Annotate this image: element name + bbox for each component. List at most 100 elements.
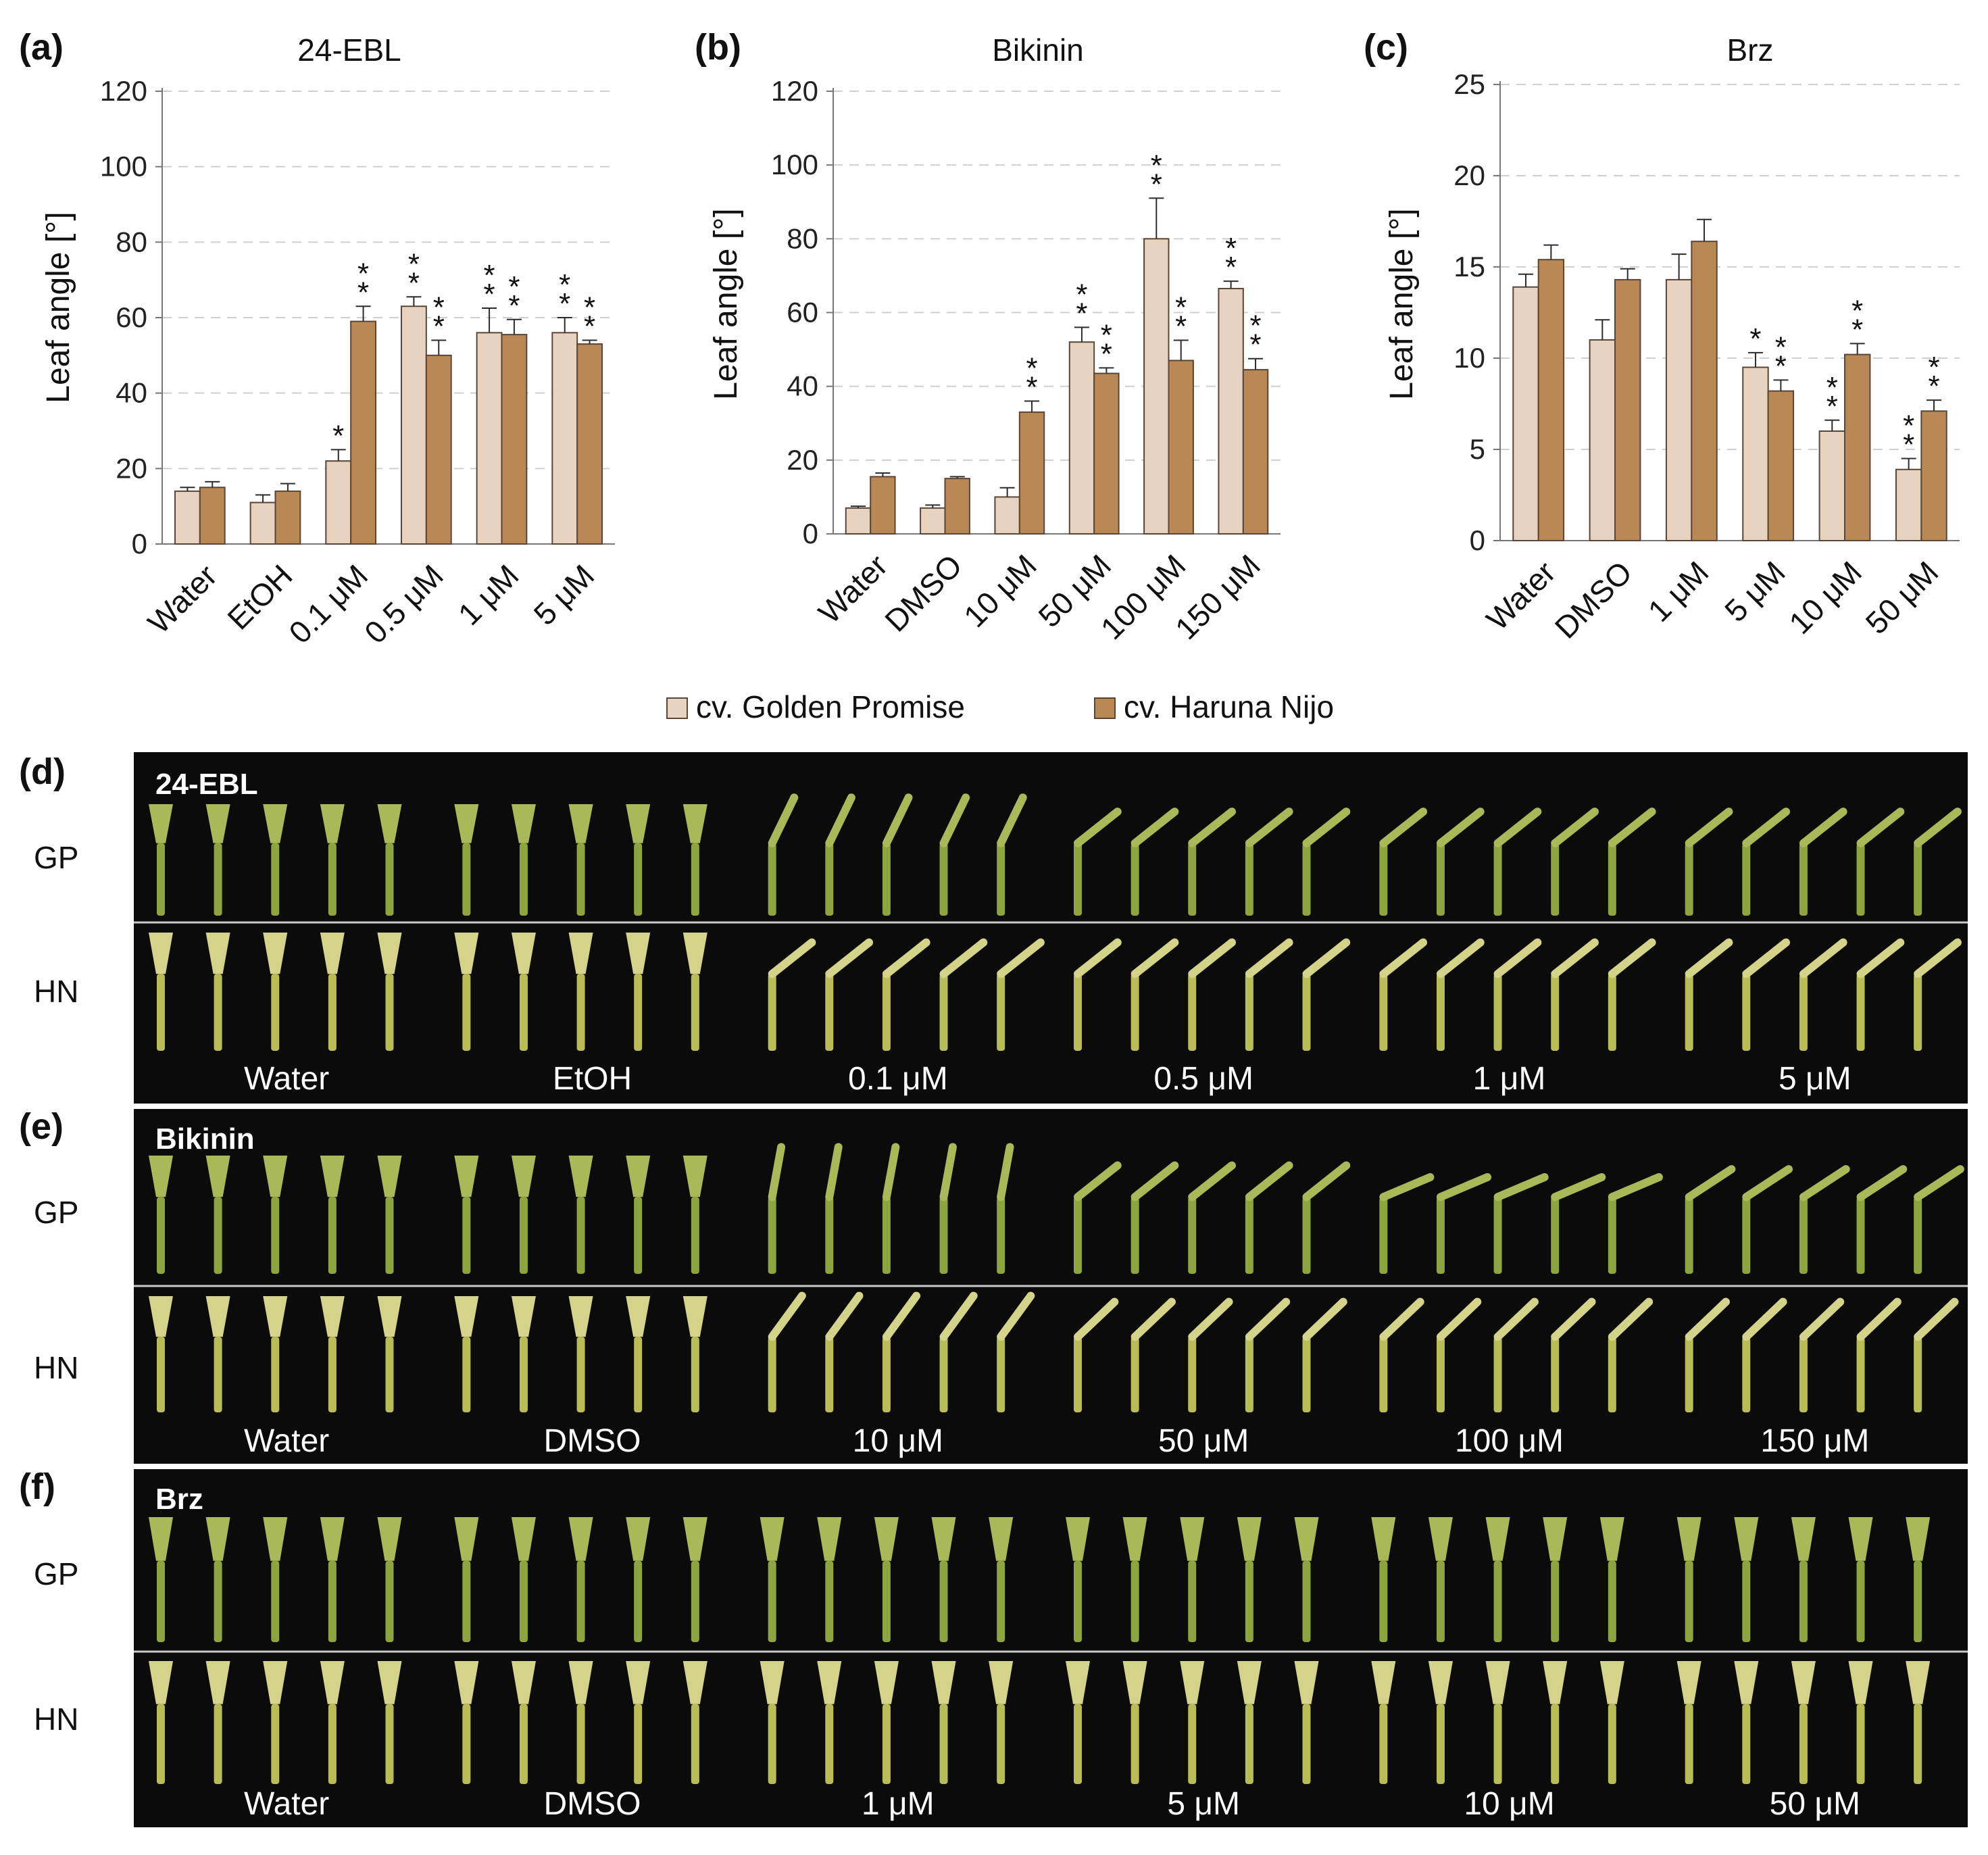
leaf-sheath bbox=[1074, 1560, 1082, 1642]
leaf-blade bbox=[511, 1296, 536, 1337]
leaf-blade bbox=[320, 1156, 345, 1197]
leaf-sheath bbox=[1914, 1560, 1922, 1642]
leaf-blade bbox=[1245, 1161, 1293, 1202]
leaf-sheath bbox=[1551, 1337, 1560, 1412]
leaf-sheath bbox=[1130, 1337, 1139, 1412]
leaf-blade bbox=[1848, 1517, 1873, 1561]
leaf-blade bbox=[626, 933, 651, 974]
bar-golden-promise bbox=[920, 507, 946, 535]
leaf-sheath bbox=[271, 1197, 280, 1274]
leaf-blade bbox=[626, 1661, 651, 1704]
leaf-sheath bbox=[768, 1197, 776, 1274]
leaf-sheath bbox=[768, 843, 776, 916]
y-tick-label: 25 bbox=[1453, 68, 1485, 100]
leaf-blade bbox=[377, 1156, 402, 1197]
leaf-blade bbox=[931, 1661, 956, 1704]
significance-mark: * bbox=[1101, 318, 1112, 351]
photo-f-background bbox=[134, 1469, 1968, 1827]
leaf-sheath bbox=[634, 843, 643, 916]
photo-f-title: Brz bbox=[155, 1483, 203, 1516]
leaf-sheath bbox=[1302, 1337, 1311, 1412]
leaf-blade bbox=[511, 1156, 536, 1197]
photo-category-label: Water bbox=[244, 1786, 329, 1822]
leaf-sheath bbox=[1245, 1337, 1253, 1412]
leaf-sheath bbox=[1685, 1560, 1693, 1642]
leaf-blade bbox=[626, 804, 651, 843]
leaf-sheath bbox=[1493, 1704, 1502, 1784]
photo-category-label: Water bbox=[244, 1061, 329, 1097]
leaf-sheath bbox=[1685, 1337, 1693, 1412]
leaf-sheath bbox=[1493, 974, 1502, 1051]
leaf-sheath bbox=[519, 1197, 528, 1274]
leaf-sheath bbox=[271, 1704, 280, 1784]
bar-haruna-nijo bbox=[1614, 278, 1641, 541]
leaf-blade bbox=[1302, 808, 1351, 847]
legend-swatch-golden-promise bbox=[666, 697, 688, 719]
leaf-blade bbox=[682, 804, 707, 843]
x-category-label: Water bbox=[1479, 554, 1562, 637]
leaf-sheath bbox=[634, 1337, 643, 1412]
leaf-sheath bbox=[1685, 1704, 1693, 1784]
leaf-sheath bbox=[214, 1337, 222, 1412]
leaf-sheath bbox=[882, 1560, 891, 1642]
significance-mark: * bbox=[1827, 390, 1838, 423]
leaf-sheath bbox=[1742, 1560, 1751, 1642]
leaf-blade bbox=[377, 933, 402, 974]
y-tick-label: 0 bbox=[803, 518, 818, 549]
leaf-sheath bbox=[1493, 1197, 1502, 1274]
leaf-sheath bbox=[1914, 1704, 1922, 1784]
leaf-sheath bbox=[271, 1560, 280, 1642]
leaf-blade bbox=[377, 1517, 402, 1561]
leaf-sheath bbox=[328, 974, 337, 1051]
leaf-blade bbox=[263, 933, 288, 974]
panel-letter-d: (d) bbox=[19, 751, 66, 792]
leaf-blade bbox=[454, 1156, 479, 1197]
leaf-sheath bbox=[1608, 1704, 1616, 1784]
y-tick-label: 20 bbox=[116, 452, 147, 484]
leaf-blade bbox=[1485, 1517, 1510, 1561]
leaf-sheath bbox=[1245, 974, 1253, 1051]
significance-mark: * bbox=[1775, 330, 1787, 364]
legend-label-haruna-nijo: cv. Haruna Nijo bbox=[1124, 689, 1334, 724]
significance-mark: * bbox=[1928, 370, 1939, 403]
leaf-sheath bbox=[462, 843, 471, 916]
leaf-blade bbox=[568, 804, 593, 843]
leaf-blade bbox=[989, 1517, 1014, 1561]
leaf-blade bbox=[1799, 1297, 1845, 1341]
photo-f-row-hn: HN bbox=[34, 1702, 78, 1737]
leaf-sheath bbox=[997, 1337, 1005, 1412]
leaf-sheath bbox=[271, 843, 280, 916]
leaf-blade bbox=[1237, 1517, 1262, 1561]
leaf-sheath bbox=[519, 974, 528, 1051]
significance-mark: * bbox=[1101, 337, 1112, 370]
leaf-blade bbox=[939, 1291, 978, 1341]
photo-e-title: Bikinin bbox=[155, 1122, 255, 1156]
significance-mark: * bbox=[1249, 310, 1261, 343]
leaf-sheath bbox=[1551, 1704, 1560, 1784]
leaf-sheath bbox=[519, 843, 528, 916]
leaf-blade bbox=[1379, 1297, 1424, 1341]
leaf-sheath bbox=[385, 974, 394, 1051]
leaf-sheath bbox=[1436, 974, 1445, 1051]
leaf-blade bbox=[1685, 938, 1733, 979]
photo-panel-e: (e) GP HN Bikinin Water DMSO 10 μM 50 μM 100… bbox=[19, 1106, 1968, 1464]
leaf-blade bbox=[1428, 1661, 1453, 1704]
leaf-blade bbox=[1791, 1517, 1816, 1561]
bar-golden-promise bbox=[551, 332, 578, 545]
leaf-blade bbox=[1676, 1517, 1701, 1561]
leaf-sheath bbox=[1130, 1704, 1139, 1784]
photo-e-row-gp: GP bbox=[34, 1195, 78, 1230]
y-tick-label: 100 bbox=[771, 149, 818, 180]
legend-swatch-haruna-nijo bbox=[1094, 697, 1116, 719]
leaf-blade bbox=[931, 1517, 956, 1561]
photo-category-label: 50 μM bbox=[1158, 1423, 1249, 1459]
leaf-sheath bbox=[1436, 1704, 1445, 1784]
bar-haruna-nijo bbox=[1767, 390, 1795, 541]
significance-mark: * bbox=[584, 310, 595, 343]
significance-mark: * bbox=[1903, 428, 1914, 462]
bar-haruna-nijo bbox=[1093, 372, 1120, 535]
leaf-blade bbox=[1371, 1661, 1396, 1704]
leaf-blade bbox=[1551, 1297, 1596, 1341]
leaf-sheath bbox=[1856, 1197, 1865, 1274]
